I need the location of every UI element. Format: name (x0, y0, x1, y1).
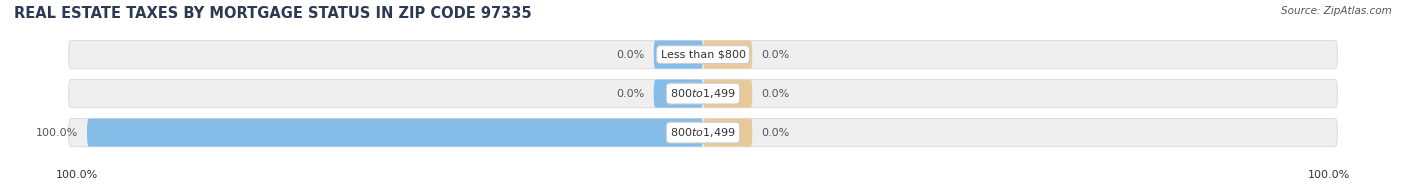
FancyBboxPatch shape (69, 41, 1337, 69)
Legend: Without Mortgage, With Mortgage: Without Mortgage, With Mortgage (588, 192, 818, 195)
FancyBboxPatch shape (654, 80, 703, 108)
Text: 0.0%: 0.0% (616, 89, 644, 99)
FancyBboxPatch shape (703, 119, 752, 147)
Text: 0.0%: 0.0% (762, 89, 790, 99)
Text: 0.0%: 0.0% (762, 128, 790, 138)
Text: 100.0%: 100.0% (1308, 170, 1350, 181)
FancyBboxPatch shape (654, 41, 703, 69)
FancyBboxPatch shape (87, 119, 703, 147)
FancyBboxPatch shape (703, 41, 752, 69)
FancyBboxPatch shape (703, 80, 752, 108)
Text: 0.0%: 0.0% (616, 50, 644, 60)
Text: REAL ESTATE TAXES BY MORTGAGE STATUS IN ZIP CODE 97335: REAL ESTATE TAXES BY MORTGAGE STATUS IN … (14, 6, 531, 21)
FancyBboxPatch shape (69, 119, 1337, 147)
FancyBboxPatch shape (69, 80, 1337, 108)
Text: 100.0%: 100.0% (56, 170, 98, 181)
Text: $800 to $1,499: $800 to $1,499 (671, 87, 735, 100)
Text: Less than $800: Less than $800 (661, 50, 745, 60)
Text: 100.0%: 100.0% (35, 128, 77, 138)
Text: 0.0%: 0.0% (762, 50, 790, 60)
Text: $800 to $1,499: $800 to $1,499 (671, 126, 735, 139)
Text: Source: ZipAtlas.com: Source: ZipAtlas.com (1281, 6, 1392, 16)
